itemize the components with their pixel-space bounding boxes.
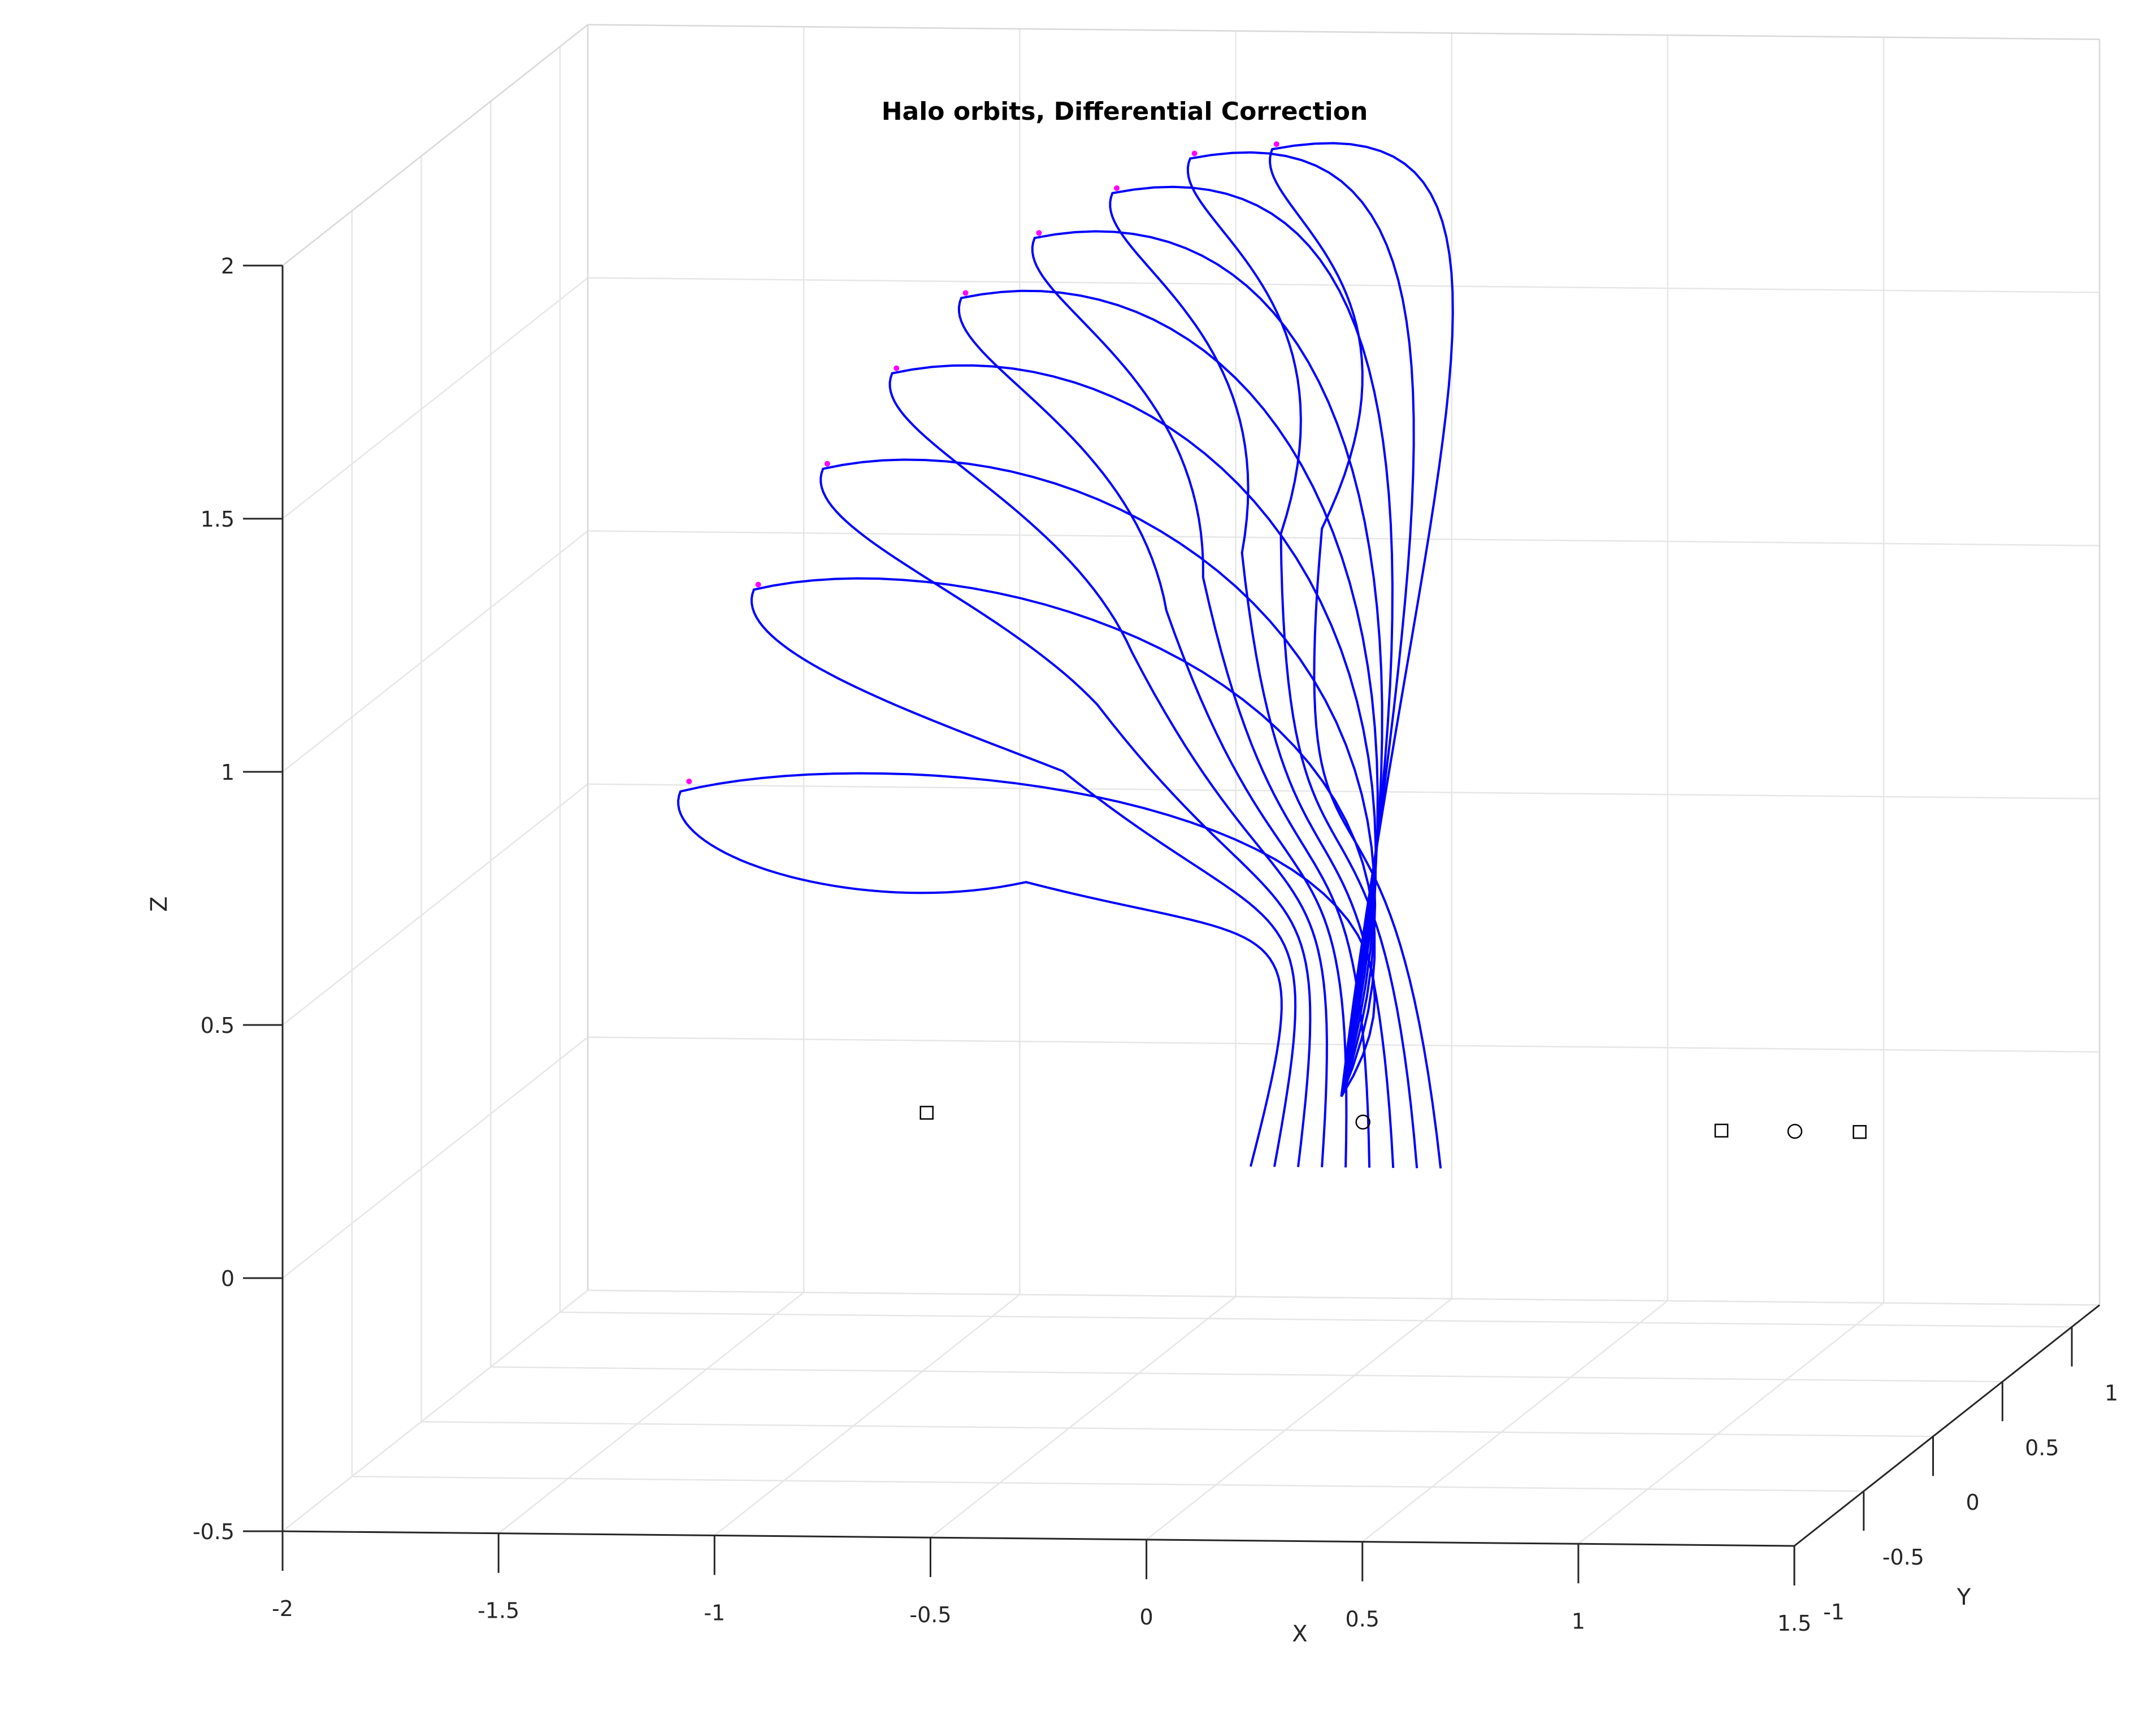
x-tick-label: -2 <box>272 1596 293 1621</box>
orbit-start-point <box>1191 150 1198 157</box>
box-edge <box>282 24 588 266</box>
grid-line <box>1361 1300 1668 1543</box>
box-edge <box>588 24 2100 40</box>
z-axis-label: Z <box>146 896 172 911</box>
grid-line <box>491 1366 2003 1383</box>
grid-line <box>588 1036 2100 1053</box>
y-tick-label: 1 <box>2105 1380 2118 1405</box>
orbit-series-line <box>677 772 1376 1167</box>
y-tick-label: -0.5 <box>1882 1545 1924 1570</box>
grid-line <box>282 530 588 772</box>
grid-line <box>352 1475 1864 1492</box>
orbit-start-point <box>893 365 900 371</box>
orbit-series-line <box>819 458 1377 1167</box>
z-tick-label: 0 <box>221 1266 235 1291</box>
grid-line <box>421 1420 1933 1437</box>
y-tick-label: -1 <box>1823 1600 1845 1624</box>
grid-line <box>588 1289 2100 1306</box>
z-tick-label: 2 <box>221 254 235 279</box>
orbit-start-point <box>686 778 692 784</box>
x-axis-line <box>282 1530 1795 1547</box>
orbit-series-line <box>1269 142 1454 1169</box>
z-tick-label: 1.5 <box>201 507 235 532</box>
grid-line <box>1146 1298 1452 1540</box>
body-square-marker <box>1853 1125 1867 1139</box>
orbit-series-line <box>957 289 1379 1168</box>
grid-line <box>282 277 588 519</box>
axis-layer: -2 -1.5 -1 -0.5 0 0.5 1 1.5 -1 -0.5 0 0.5 1 -0.5 0 0.5 1… <box>193 254 2118 1636</box>
orbit-series-line <box>1109 185 1395 1168</box>
grid-line <box>1578 1302 1884 1545</box>
x-tick-label: -1 <box>704 1600 725 1625</box>
y-tick-label: 0.5 <box>2025 1435 2059 1460</box>
orbit-start-point <box>824 461 830 467</box>
orbit-series-line <box>1031 230 1383 1168</box>
orbit-start-point <box>962 290 969 296</box>
y-axis-label: Y <box>1957 1584 1971 1610</box>
orbit-start-point <box>1273 141 1279 147</box>
body-circle-marker <box>1787 1123 1803 1139</box>
orbit-series-line <box>1186 151 1418 1168</box>
grid-line <box>282 1289 588 1532</box>
orbit-start-point <box>1114 185 1120 191</box>
grid-line <box>588 530 2100 546</box>
x-tick-label: 1.5 <box>1777 1611 1811 1636</box>
z-tick-label: 1 <box>221 760 235 785</box>
grid-line <box>930 1296 1237 1539</box>
marker-layer <box>919 1106 1867 1139</box>
grid-line <box>498 1292 805 1534</box>
orbit-series-line <box>750 577 1376 1167</box>
grid-line <box>282 1036 588 1279</box>
y-axis-line <box>1794 1304 2101 1547</box>
x-axis-label: X <box>1292 1621 1307 1647</box>
orbit-start-point <box>1036 230 1042 236</box>
x-tick-label: 0 <box>1140 1605 1153 1630</box>
grid-layer <box>281 24 2101 1547</box>
x-tick-label: 0.5 <box>1346 1607 1380 1632</box>
orbit-layer <box>677 141 1454 1169</box>
orbit-start-point <box>755 581 761 588</box>
z-tick-label: -0.5 <box>193 1519 235 1544</box>
grid-line <box>282 783 588 1026</box>
grid-line <box>559 1311 2072 1328</box>
x-tick-label: 1 <box>1572 1609 1585 1634</box>
x-tick-label: -0.5 <box>909 1602 951 1627</box>
body-square-marker <box>919 1106 934 1120</box>
body-circle-marker <box>1355 1114 1370 1130</box>
y-tick-label: 0 <box>1966 1490 1979 1515</box>
chart-title: Halo orbits, Differential Correction <box>882 97 1368 126</box>
orbit-series-line <box>888 364 1377 1167</box>
grid-line <box>714 1294 1021 1536</box>
x-tick-label: -1.5 <box>478 1598 519 1623</box>
body-square-marker <box>1714 1123 1729 1138</box>
z-tick-label: 0.5 <box>201 1013 235 1038</box>
grid-line <box>588 783 2100 800</box>
